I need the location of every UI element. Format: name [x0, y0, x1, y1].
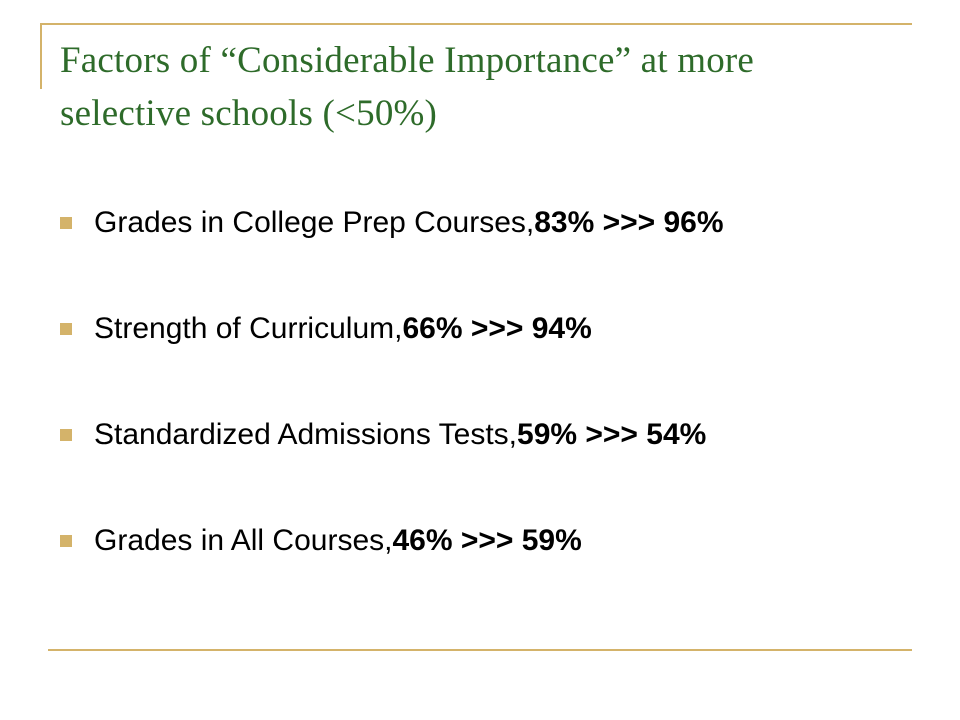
bullet-item: Grades in College Prep Courses, 83% >>> … [60, 196, 920, 250]
slide-title: Factors of “Considerable Importance” at … [60, 34, 900, 140]
square-bullet-icon [60, 429, 72, 441]
bullet-label: Standardized Admissions Tests, [94, 418, 518, 451]
bullet-stat: 66% >>> 94% [402, 312, 592, 345]
title-line-2: selective schools (<50%) [60, 93, 438, 134]
bullet-label: Strength of Curriculum, [94, 312, 403, 345]
square-bullet-icon [60, 535, 72, 547]
bullet-stat: 46% >>> 59% [392, 524, 582, 557]
title-line-1: Factors of “Considerable Importance” at … [60, 40, 755, 81]
bullet-stat: 83% >>> 96% [534, 206, 724, 239]
bullet-list: Grades in College Prep Courses, 83% >>> … [60, 196, 920, 620]
top-rule [40, 23, 912, 25]
bottom-rule [48, 649, 912, 651]
square-bullet-icon [60, 323, 72, 335]
bullet-stat: 59% >>> 54% [517, 418, 707, 451]
bullet-label: Grades in All Courses, [94, 524, 393, 557]
left-rule [40, 23, 42, 89]
bullet-item: Standardized Admissions Tests, 59% >>> 5… [60, 408, 920, 462]
bullet-item: Strength of Curriculum, 66% >>> 94% [60, 302, 920, 356]
bullet-label: Grades in College Prep Courses, [94, 206, 535, 239]
bullet-item: Grades in All Courses, 46% >>> 59% [60, 514, 920, 568]
square-bullet-icon [60, 217, 72, 229]
